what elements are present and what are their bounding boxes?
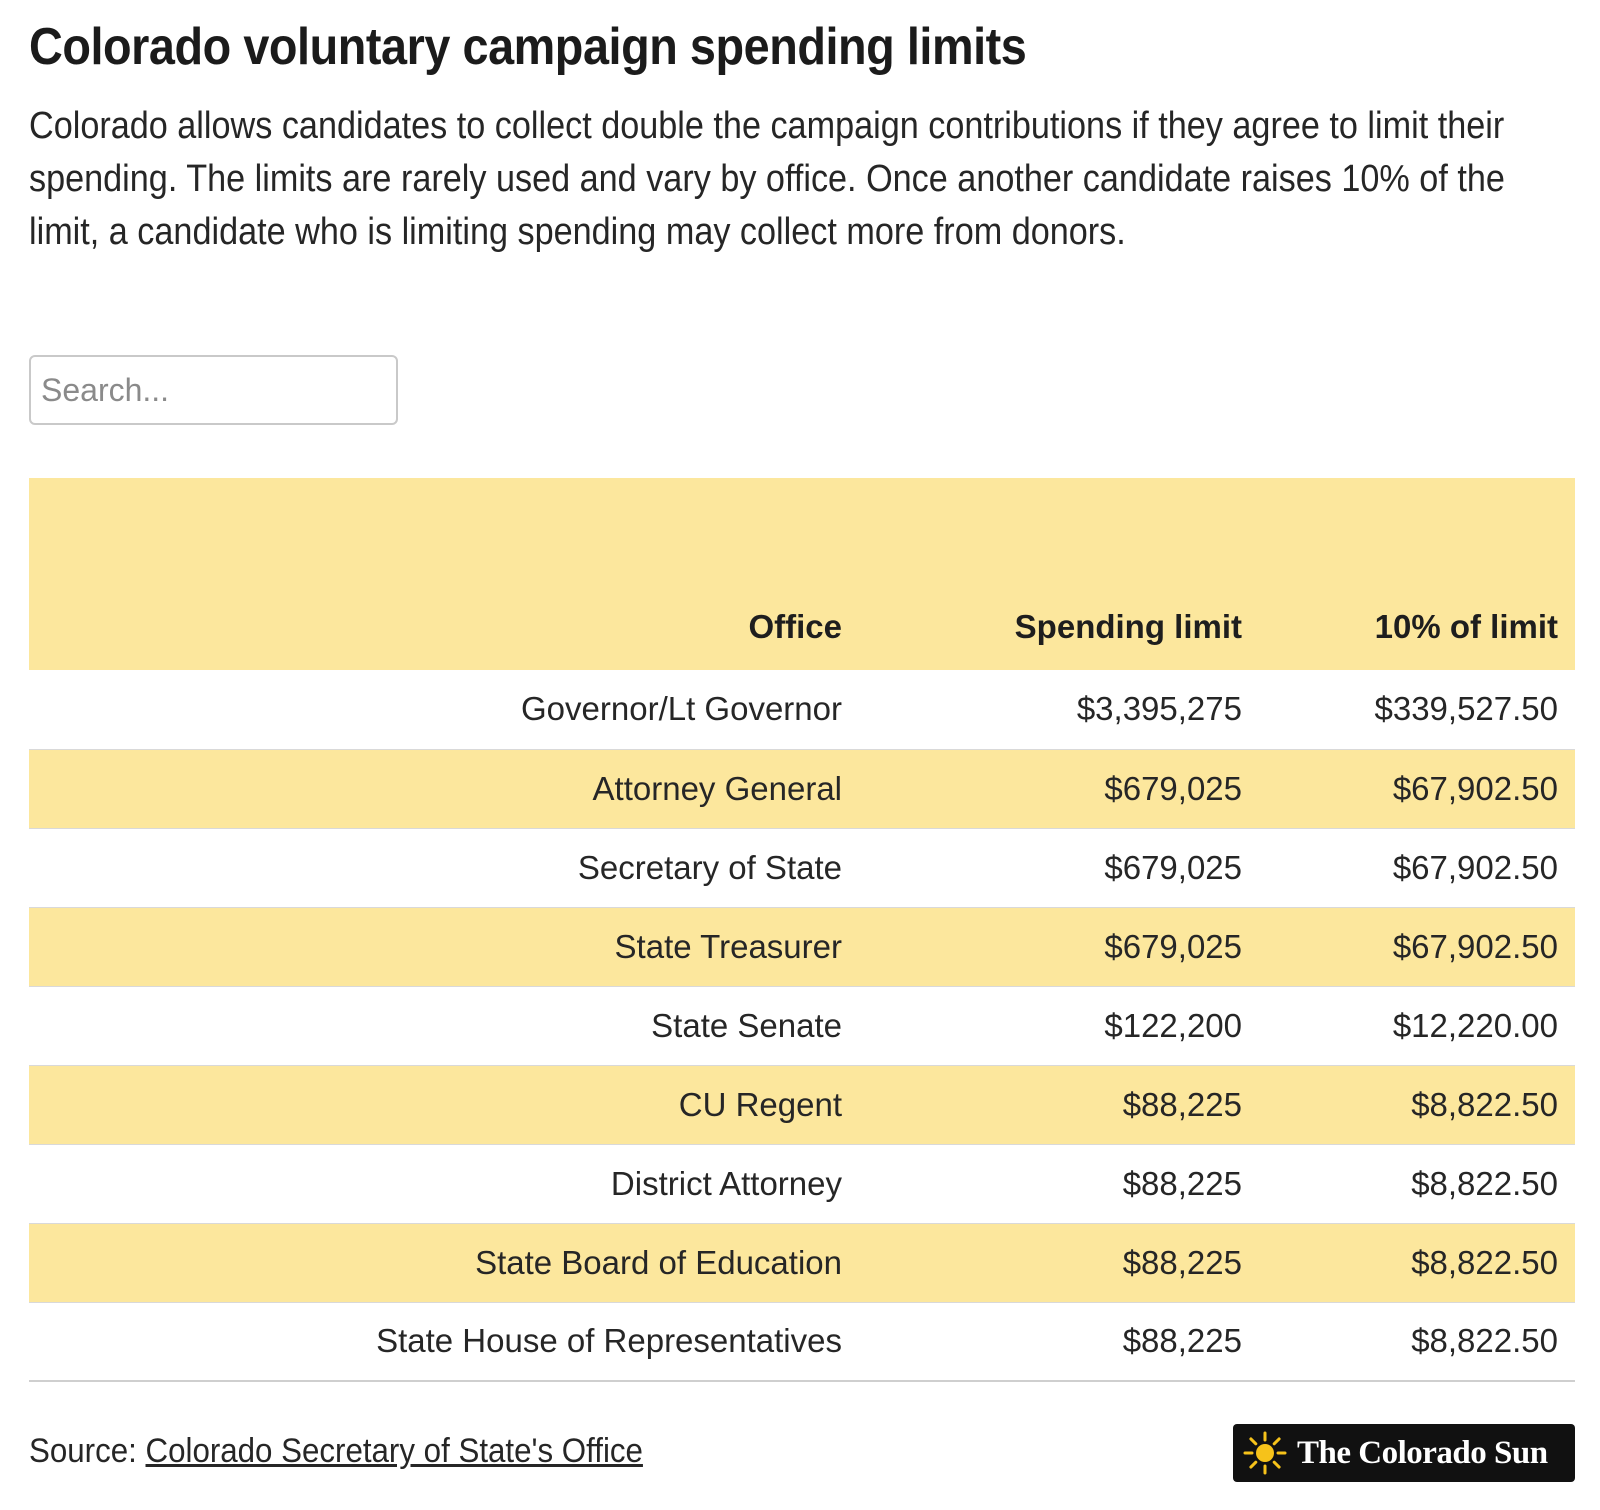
cell-ten-percent: $8,822.50	[1259, 1065, 1575, 1145]
cell-office: Secretary of State	[29, 828, 859, 908]
cell-ten-percent: $67,902.50	[1259, 828, 1575, 908]
table-row: State Senate $122,200 $12,220.00	[29, 986, 1575, 1066]
search-input[interactable]	[29, 355, 398, 425]
sun-icon	[1243, 1431, 1287, 1475]
spending-limits-table: Office Spending limit 10% of limit Gover…	[29, 478, 1575, 1382]
cell-office: State Treasurer	[29, 907, 859, 987]
source-link[interactable]: Colorado Secretary of State's Office	[145, 1432, 643, 1470]
cell-office: Attorney General	[29, 749, 859, 829]
source-label: Source:	[29, 1432, 137, 1470]
table-row: Attorney General $679,025 $67,902.50	[29, 749, 1575, 829]
table-row: Governor/Lt Governor $3,395,275 $339,527…	[29, 670, 1575, 750]
cell-ten-percent: $67,902.50	[1259, 749, 1575, 829]
page-title: Colorado voluntary campaign spending lim…	[29, 18, 1027, 76]
source-note: Source: Colorado Secretary of State's Of…	[29, 1432, 643, 1471]
cell-ten-percent: $339,527.50	[1259, 670, 1575, 750]
logo-text: The Colorado Sun	[1297, 1434, 1548, 1471]
column-header-ten-percent[interactable]: 10% of limit	[1259, 478, 1575, 670]
table-header: Office Spending limit 10% of limit	[29, 478, 1575, 670]
cell-spending-limit: $679,025	[859, 907, 1259, 987]
cell-spending-limit: $3,395,275	[859, 670, 1259, 750]
table-row: CU Regent $88,225 $8,822.50	[29, 1065, 1575, 1145]
cell-spending-limit: $88,225	[859, 1223, 1259, 1303]
cell-office: District Attorney	[29, 1144, 859, 1224]
cell-ten-percent: $8,822.50	[1259, 1223, 1575, 1303]
table-body: Governor/Lt Governor $3,395,275 $339,527…	[29, 670, 1575, 1382]
cell-office: Governor/Lt Governor	[29, 670, 859, 750]
cell-ten-percent: $8,822.50	[1259, 1144, 1575, 1224]
colorado-sun-logo[interactable]: The Colorado Sun	[1233, 1424, 1575, 1482]
cell-office: State Board of Education	[29, 1223, 859, 1303]
table-row: State Board of Education $88,225 $8,822.…	[29, 1223, 1575, 1303]
column-header-spending-limit[interactable]: Spending limit	[859, 478, 1259, 670]
cell-spending-limit: $679,025	[859, 749, 1259, 829]
description: Colorado allows candidates to collect do…	[29, 105, 1505, 253]
table-row: District Attorney $88,225 $8,822.50	[29, 1144, 1575, 1224]
cell-ten-percent: $8,822.50	[1259, 1302, 1575, 1382]
cell-spending-limit: $122,200	[859, 986, 1259, 1066]
column-header-office[interactable]: Office	[29, 478, 859, 670]
cell-office: State House of Representatives	[29, 1302, 859, 1382]
table-row: State Treasurer $679,025 $67,902.50	[29, 907, 1575, 987]
cell-spending-limit: $679,025	[859, 828, 1259, 908]
cell-office: State Senate	[29, 986, 859, 1066]
table-row: State House of Representatives $88,225 $…	[29, 1302, 1575, 1382]
cell-ten-percent: $12,220.00	[1259, 986, 1575, 1066]
cell-office: CU Regent	[29, 1065, 859, 1145]
cell-spending-limit: $88,225	[859, 1144, 1259, 1224]
cell-ten-percent: $67,902.50	[1259, 907, 1575, 987]
table-header-row: Office Spending limit 10% of limit	[29, 478, 1575, 670]
cell-spending-limit: $88,225	[859, 1065, 1259, 1145]
table-row: Secretary of State $679,025 $67,902.50	[29, 828, 1575, 908]
cell-spending-limit: $88,225	[859, 1302, 1259, 1382]
